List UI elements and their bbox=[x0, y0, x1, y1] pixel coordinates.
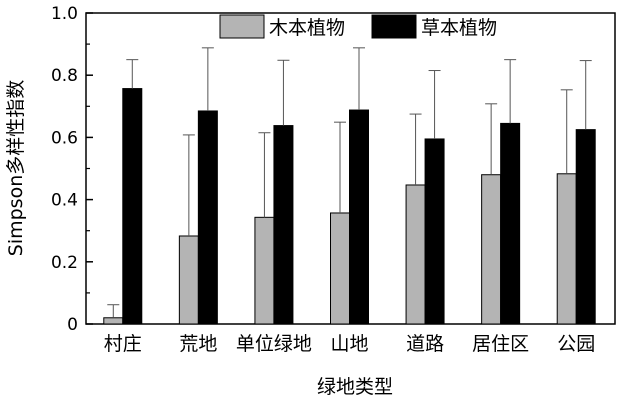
bar-woody bbox=[330, 212, 350, 325]
x-tick-label: 荒地 bbox=[179, 333, 217, 355]
error-bar-woody bbox=[107, 304, 120, 318]
error-bar-woody bbox=[258, 132, 271, 218]
y-axis: 0 0.2 0.4 0.6 0.8 1.0 bbox=[51, 4, 93, 335]
legend-swatch-woody bbox=[219, 14, 265, 39]
y-tick-label: 0 bbox=[67, 315, 78, 335]
legend-label: 木本植物 bbox=[269, 17, 345, 39]
error-bars bbox=[107, 47, 592, 318]
error-bar-herbaceous bbox=[579, 60, 592, 130]
y-axis-title: Simpson多样性指数 bbox=[5, 80, 27, 256]
error-bar-herbaceous bbox=[504, 59, 517, 124]
error-bar-herbaceous bbox=[201, 47, 214, 111]
legend-item: 木本植物 bbox=[219, 14, 345, 39]
error-bar-herbaceous bbox=[428, 70, 441, 139]
x-axis: 村庄 荒地 单位绿地 山地 道路 居住区 公园 bbox=[104, 333, 595, 355]
error-bar-woody bbox=[182, 134, 195, 236]
bar-herbaceous bbox=[349, 109, 369, 325]
bar-herbaceous bbox=[273, 125, 294, 325]
bar-woody bbox=[405, 184, 426, 325]
bar-woody bbox=[481, 174, 502, 325]
bar-woody bbox=[103, 317, 124, 325]
error-bar-herbaceous bbox=[277, 59, 290, 126]
legend: 木本植物 草本植物 bbox=[219, 14, 497, 39]
x-tick-label: 村庄 bbox=[104, 333, 142, 355]
bar-woody bbox=[178, 235, 199, 325]
bar-woody bbox=[254, 216, 275, 325]
bars bbox=[103, 88, 596, 325]
x-tick-label: 单位绿地 bbox=[236, 333, 312, 355]
error-bar-woody bbox=[334, 121, 346, 213]
error-bar-woody bbox=[485, 103, 498, 175]
error-bar-herbaceous bbox=[353, 47, 365, 111]
bar-woody bbox=[556, 173, 577, 325]
bar-herbaceous bbox=[500, 122, 521, 325]
y-tick-label: 0.6 bbox=[51, 128, 78, 148]
x-tick-label: 居住区 bbox=[472, 333, 529, 355]
legend-item: 草本植物 bbox=[371, 14, 497, 39]
legend-label: 草本植物 bbox=[421, 17, 497, 39]
x-tick-label: 公园 bbox=[557, 333, 595, 355]
x-tick-label: 道路 bbox=[406, 333, 444, 355]
x-axis-title: 绿地类型 bbox=[317, 376, 393, 398]
y-tick-label: 0.2 bbox=[51, 253, 78, 273]
error-bar-woody bbox=[560, 89, 573, 174]
x-tick-label: 山地 bbox=[330, 333, 368, 355]
y-tick-label: 1.0 bbox=[51, 4, 78, 24]
bar-herbaceous bbox=[197, 110, 218, 325]
error-bar-herbaceous bbox=[126, 59, 139, 89]
error-bar-woody bbox=[409, 113, 422, 185]
y-tick-label: 0.4 bbox=[51, 191, 78, 211]
bar-herbaceous bbox=[122, 88, 143, 325]
bar-herbaceous bbox=[424, 138, 445, 325]
bar-herbaceous bbox=[575, 129, 596, 325]
legend-swatch-herbaceous bbox=[371, 14, 417, 39]
y-tick-label: 0.8 bbox=[51, 66, 78, 86]
